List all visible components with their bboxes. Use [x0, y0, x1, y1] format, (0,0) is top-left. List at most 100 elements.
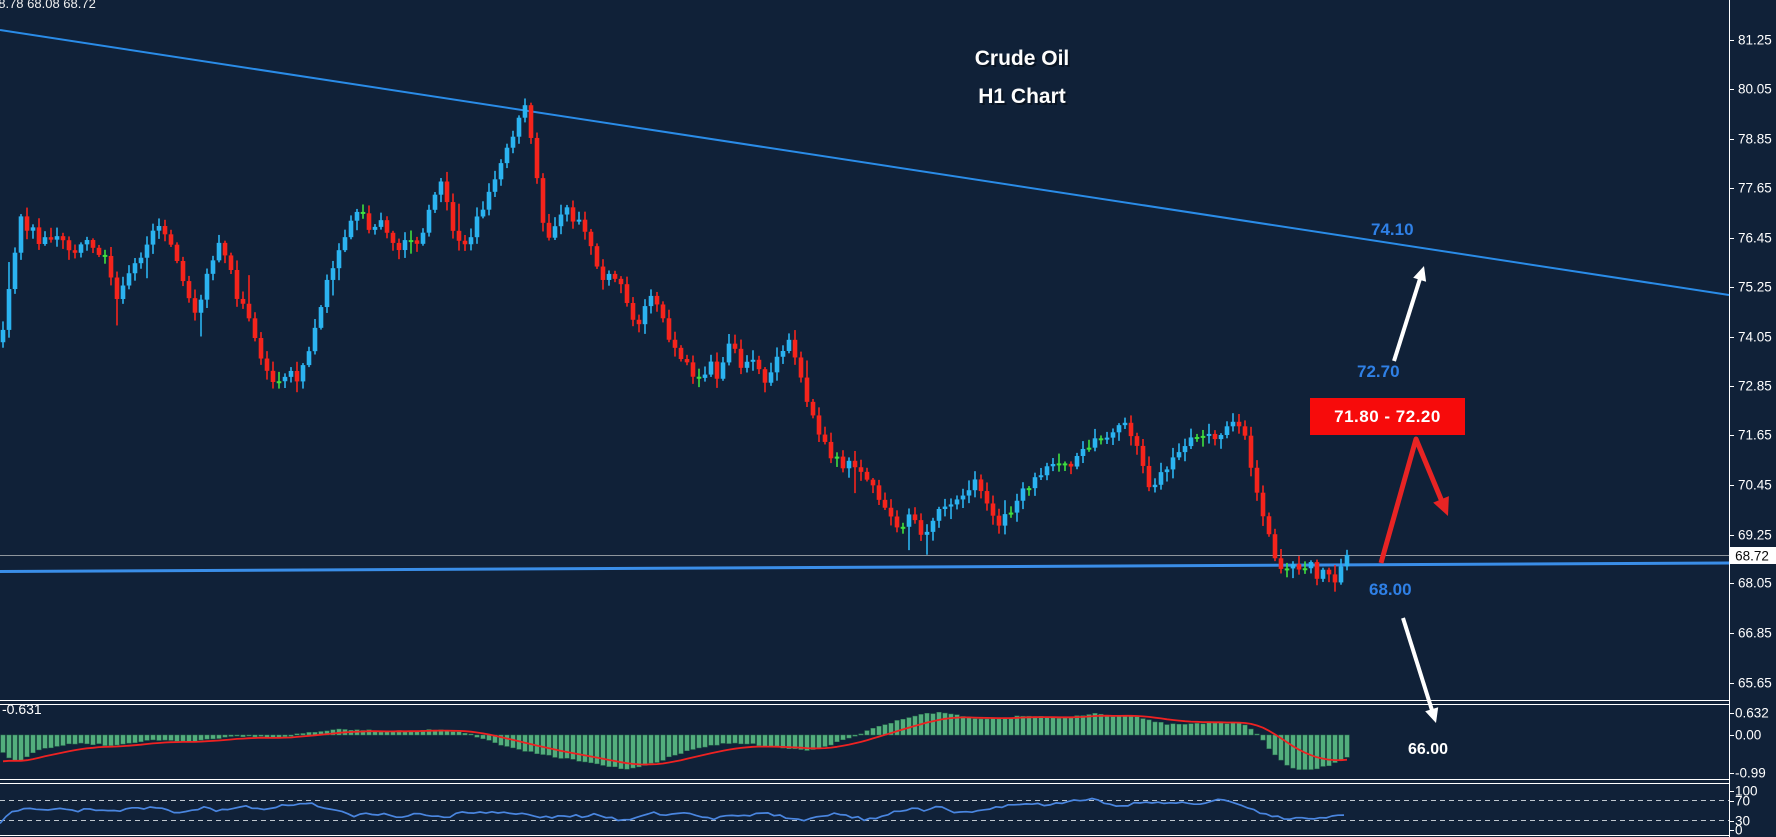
- candle-body: [1266, 516, 1272, 535]
- candle-body: [84, 240, 90, 245]
- candle-body: [792, 339, 798, 358]
- candle-body: [954, 499, 960, 505]
- candle-body: [894, 516, 900, 528]
- descending-trendline[interactable]: [0, 29, 1730, 296]
- candle-body: [576, 219, 582, 222]
- macd-bar: [1140, 718, 1146, 736]
- support-line[interactable]: [0, 561, 1730, 573]
- candle-body: [618, 278, 624, 285]
- candle-body: [840, 456, 846, 469]
- macd-bar: [234, 734, 240, 737]
- macd-bar: [24, 734, 30, 758]
- macd-bar: [1236, 722, 1242, 736]
- macd-bar: [1170, 723, 1176, 736]
- candle-body: [666, 318, 672, 340]
- macd-bar: [564, 734, 570, 759]
- candle-body: [168, 234, 174, 245]
- macd-bar: [510, 734, 516, 749]
- macd-bar: [660, 734, 666, 761]
- axis-tick-label: 30: [1735, 814, 1750, 829]
- macd-bar: [1158, 722, 1164, 736]
- candle-body: [456, 230, 462, 241]
- candle-body: [1086, 447, 1092, 450]
- macd-bar: [708, 734, 714, 746]
- candle-body: [60, 236, 66, 241]
- macd-bar: [978, 718, 984, 736]
- candle-body: [798, 357, 804, 378]
- candle-body: [714, 361, 720, 379]
- macd-bar: [1278, 734, 1284, 761]
- candle-body: [1278, 558, 1284, 569]
- macd-bar: [366, 729, 372, 736]
- candle-body: [540, 178, 546, 223]
- current-price-tag: 68.72: [1729, 547, 1776, 564]
- macd-bar: [1212, 722, 1218, 736]
- candle-body: [1038, 475, 1044, 478]
- candle-body: [474, 216, 480, 238]
- candle-body: [162, 225, 168, 235]
- macd-bar: [732, 734, 738, 744]
- macd-bar: [0, 734, 6, 753]
- macd-bar: [1020, 715, 1026, 736]
- candle-body: [1068, 463, 1074, 467]
- candle-body: [606, 273, 612, 280]
- axis-tick-label: 81.25: [1738, 33, 1772, 48]
- candle-body: [348, 220, 354, 238]
- macd-bar: [66, 734, 72, 745]
- annotation-trendline-target: 74.10: [1371, 220, 1414, 239]
- candle-body: [726, 343, 732, 363]
- macd-bar: [486, 734, 492, 741]
- candle-body: [66, 240, 72, 251]
- candle-body: [138, 257, 144, 264]
- macd-bar: [780, 734, 786, 749]
- macd-bar: [1308, 734, 1314, 770]
- candle-body: [900, 526, 906, 529]
- candle-body: [1302, 568, 1308, 571]
- macd-bar: [1320, 734, 1326, 767]
- macd-bar: [1116, 715, 1122, 736]
- candle-body: [222, 242, 228, 256]
- macd-bar: [18, 734, 24, 762]
- macd-bar: [1050, 717, 1056, 736]
- annotation-support-level: 68.00: [1369, 580, 1412, 599]
- macd-bar: [696, 734, 702, 749]
- resistance-zone-badge: 71.80 - 72.20: [1310, 398, 1465, 435]
- candle-body: [378, 220, 384, 227]
- macd-bar: [126, 734, 132, 744]
- axis-tick-label: 70.45: [1738, 478, 1772, 493]
- candle-body: [660, 304, 666, 319]
- candle-body: [504, 147, 510, 164]
- candle-body: [420, 232, 426, 244]
- macd-bar: [852, 734, 858, 737]
- macd-bar: [576, 734, 582, 762]
- candle-body: [1104, 437, 1110, 440]
- macd-bar: [462, 732, 468, 736]
- macd-bar: [132, 734, 138, 743]
- candle-body: [390, 232, 396, 243]
- red-arrow: [1378, 436, 1449, 564]
- candle-body: [822, 434, 828, 442]
- candle-body: [972, 479, 978, 491]
- macd-bar: [930, 713, 936, 736]
- macd-bar: [240, 734, 246, 737]
- white-arrow-down: [1401, 617, 1439, 723]
- macd-bar: [900, 718, 906, 736]
- macd-bar: [1182, 724, 1188, 736]
- candle-body: [858, 467, 864, 472]
- axis-tick-label: 70: [1735, 794, 1750, 809]
- candle-body: [696, 376, 702, 379]
- axis-tick-label: 0: [1735, 823, 1743, 837]
- candle-body: [270, 370, 276, 382]
- candle-body: [612, 273, 618, 279]
- candle-body: [1170, 457, 1176, 470]
- macd-bar: [168, 734, 174, 741]
- rsi-pane: [0, 797, 1729, 824]
- price-axis[interactable]: 81.25 80.05 78.85 77.65 76.45 75.25 74.05 72.85…: [1729, 33, 1772, 837]
- macd-bar: [678, 734, 684, 754]
- axis-tick-label: 0.632: [1735, 706, 1769, 721]
- macd-bar: [294, 733, 300, 736]
- macd-bar: [1242, 724, 1248, 736]
- candle-body: [924, 531, 930, 535]
- candle-body: [1248, 435, 1254, 468]
